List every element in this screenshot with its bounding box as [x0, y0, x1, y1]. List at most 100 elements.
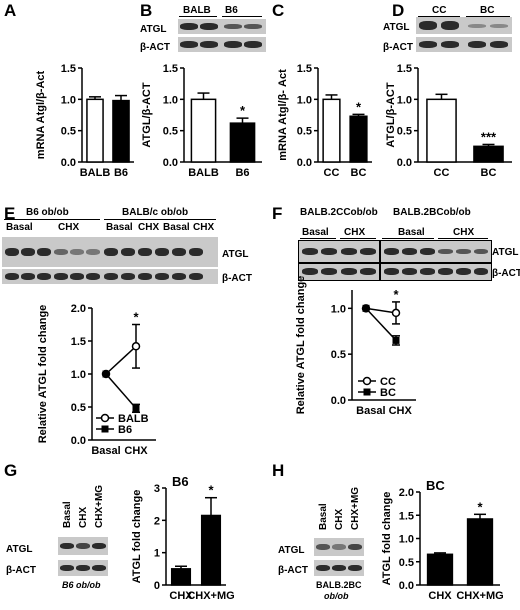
blot-row-label-bact: β-ACT [222, 273, 252, 284]
x-tick-label: CC [324, 167, 340, 179]
data-point [132, 404, 140, 412]
blot-group-header: BALB.2CCob/ob [300, 207, 378, 218]
blot-caption: ob/ob [324, 591, 349, 601]
blot-row-label-atgl: ATGL [222, 249, 249, 260]
legend-marker [101, 425, 109, 433]
y-tick-label: 3 [154, 483, 160, 495]
blot-group-header: BALB/c ob/ob [122, 207, 189, 218]
x-tick-label: CHX+MG [187, 590, 234, 602]
x-tick-label: CC [434, 167, 450, 179]
blot-header-underline [418, 16, 460, 17]
blot-header-b6: B6 [225, 5, 238, 16]
lane-label: Basal [398, 227, 425, 238]
y-axis-label: ATGL/β-ACT [385, 82, 397, 147]
lane-label: Basal [302, 227, 329, 238]
blot-strip-atgl [416, 17, 512, 34]
x-tick-label: CHX [428, 590, 452, 602]
blot-row-label-bact: β-ACT [278, 565, 308, 576]
legend-label: BC [380, 387, 396, 399]
y-tick-label: 0.5 [71, 402, 86, 414]
y-tick-label: 1.0 [71, 369, 86, 381]
significance-marker: * [240, 103, 246, 118]
y-tick-label: 1.0 [397, 94, 412, 106]
x-tick-label: CHX [169, 590, 193, 602]
y-tick-label: 1.5 [61, 63, 76, 75]
lane-label: CHX [78, 506, 89, 528]
lane-label: Basal [163, 222, 190, 233]
blot-strip-bact [380, 263, 492, 281]
y-tick-label: 0.5 [399, 557, 414, 569]
legend-marker [100, 413, 110, 423]
y-tick-label: 1.0 [399, 534, 414, 546]
blot-header-bc: BC [480, 5, 495, 16]
data-point [131, 342, 141, 351]
lane-label: CHX [344, 227, 366, 238]
series-line [365, 307, 397, 314]
lane-label: CHX+MG [350, 486, 361, 530]
x-tick-label: B6 [114, 167, 128, 179]
y-tick-label: 0 [154, 580, 160, 592]
panel-label-e: E [4, 204, 16, 223]
blot-group-header: B6 ob/ob [26, 207, 69, 218]
x-tick-label: BALB [188, 167, 219, 179]
y-axis-label: Relative ATGL fold change [37, 305, 49, 444]
y-tick-label: 1.5 [163, 63, 178, 75]
blot-strip-bact [58, 560, 108, 576]
panel-label-b: B [140, 1, 153, 20]
panel-label-g: G [4, 461, 18, 480]
data-point [102, 370, 110, 378]
blot-strip-bact [178, 37, 266, 52]
y-tick-label: 0.0 [331, 395, 346, 407]
y-tick-label: 2.0 [399, 487, 414, 499]
legend-marker [363, 388, 371, 396]
blot-strip-atgl [178, 19, 266, 34]
lane-label: CHX [58, 222, 80, 233]
data-point [361, 304, 371, 313]
blot-strip-bact [2, 269, 218, 284]
y-tick-label: 0.5 [163, 126, 178, 138]
blot-header-underline [222, 16, 262, 17]
series-line [105, 373, 137, 409]
lane-label: CHX+MG [94, 484, 105, 528]
x-tick-label: BALB [80, 167, 111, 179]
series-line [365, 307, 397, 341]
y-tick-label: 1.5 [397, 63, 412, 75]
data-point [101, 369, 111, 379]
data-point [391, 308, 401, 318]
blot-group-header: BALB.2BCob/ob [393, 207, 471, 218]
bar [349, 115, 368, 163]
bar [426, 98, 457, 163]
bar [112, 99, 130, 163]
lane-label: Basal [318, 503, 329, 530]
significance-marker: * [393, 287, 399, 302]
blot-header-underline [340, 238, 376, 239]
bar [426, 553, 454, 586]
x-tick-label: Basal [91, 445, 120, 457]
y-tick-label: 1.0 [163, 94, 178, 106]
significance-marker: * [477, 499, 483, 514]
y-tick-label: 0.0 [61, 157, 76, 169]
x-tick-label: CHX [124, 445, 148, 457]
blot-strip-bact [298, 263, 380, 281]
y-tick-label: 2.0 [71, 303, 86, 315]
blot-header-underline [104, 219, 216, 220]
data-point [392, 336, 400, 344]
series-line [105, 345, 137, 375]
y-axis-label: ATGL/β-ACT [141, 82, 153, 147]
blot-row-label-bact: β-ACT [492, 268, 520, 279]
panel-label-a: A [4, 1, 17, 20]
blot-row-label-atgl: ATGL [140, 24, 167, 35]
x-tick-label: BC [481, 167, 497, 179]
y-axis-label: mRNA Atgl/β-Act [35, 70, 47, 159]
blot-row-label-atgl: ATGL [6, 544, 33, 555]
x-tick-label: BC [351, 167, 367, 179]
y-tick-label: 1.5 [297, 63, 312, 75]
y-tick-label: 0.0 [163, 157, 178, 169]
bar [200, 514, 222, 586]
lane-label: Basal [106, 222, 133, 233]
blot-header-underline [382, 238, 434, 239]
bar [190, 98, 217, 163]
blot-row-label-atgl: ATGL [383, 22, 410, 33]
blot-caption: B6 ob/ob [62, 580, 101, 590]
y-axis-label: mRNA Atgl/β- Act [277, 69, 289, 161]
